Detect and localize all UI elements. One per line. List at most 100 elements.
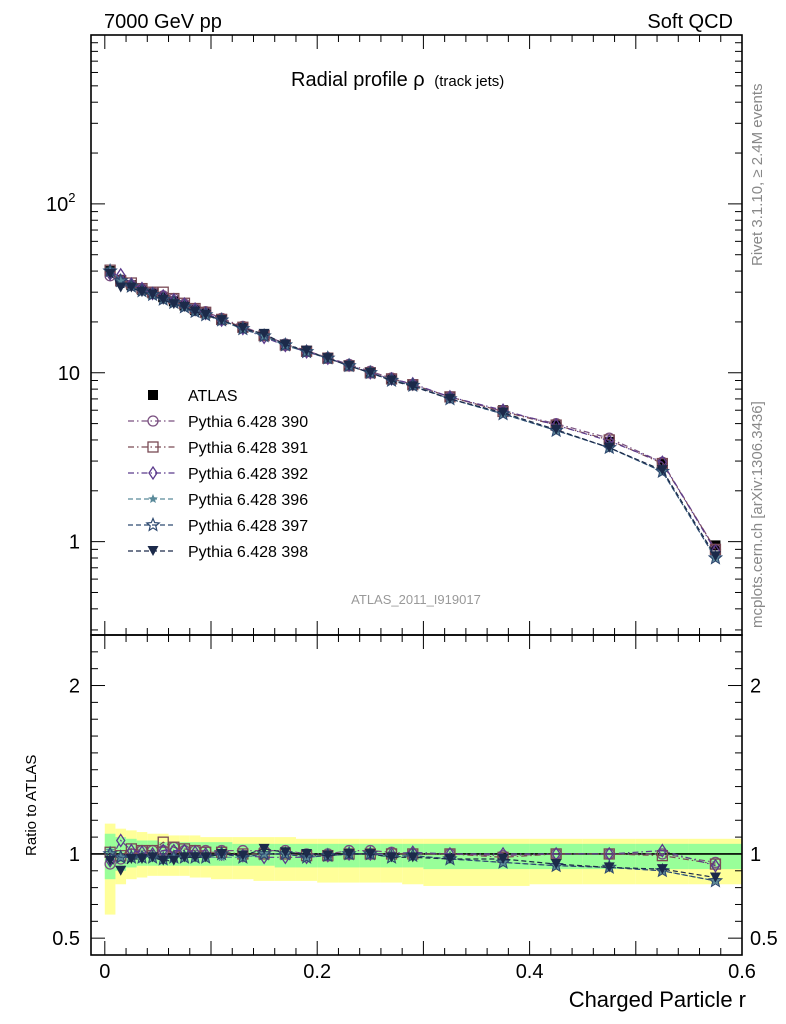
main-title-suffix: (track jets) (434, 73, 504, 90)
ratio-data-point (657, 843, 668, 858)
ratio-data-point (298, 849, 315, 864)
main-data-point (301, 345, 313, 356)
ratio-data-point (497, 854, 509, 864)
main-data-point (709, 551, 721, 562)
legend-marker (148, 465, 158, 481)
main-data-point (200, 309, 212, 320)
header-left-label: 7000 GeV pp (104, 11, 222, 33)
ratio-data-point (147, 852, 159, 863)
main-data-point (104, 268, 116, 279)
legend-item: Pythia 6.428 390 (128, 414, 308, 431)
ratio-data-point (709, 872, 721, 883)
ratio-data-point (115, 833, 126, 848)
legend-label: Pythia 6.428 392 (188, 466, 308, 483)
main-data-point (407, 381, 419, 392)
x-tick-label: 0.6 (728, 961, 756, 983)
main-data-point (125, 282, 137, 293)
main-data-point (256, 327, 272, 343)
ratio-y-tick-label: 1 (69, 844, 80, 866)
main-data-point (216, 315, 228, 326)
ratio-y-tick-label-right: 0.5 (750, 928, 778, 950)
mcplots-side-label: mcplots.cern.ch [arXiv:1306.3436] (749, 401, 766, 628)
ratio-data-point (710, 858, 721, 873)
band-segment (136, 840, 148, 866)
legend-marker (147, 546, 159, 556)
legend-item: Pythia 6.428 398 (128, 544, 308, 561)
ratio-data-point (125, 854, 137, 864)
ratio-data-point (550, 859, 562, 870)
legend-marker (147, 441, 159, 453)
ratio-data-point (279, 847, 291, 858)
main-title: Radial profile ρ (track jets) (291, 69, 504, 91)
ratio-data-point (343, 848, 355, 859)
ratio-data-point (386, 852, 398, 863)
main-series-5 (102, 263, 724, 565)
main-data-point (168, 299, 180, 310)
analysis-label: ATLAS_2011_I919017 (351, 592, 481, 607)
legend-label: Pythia 6.428 390 (188, 414, 308, 431)
x-tick-label: 0 (99, 961, 110, 983)
y-tick-label: 1 (69, 532, 80, 554)
ratio-data-point (301, 848, 313, 859)
ratio-series-line (109, 839, 716, 867)
header-right-label: Soft QCD (647, 11, 733, 33)
main-data-point (258, 328, 270, 339)
ratio-data-point (444, 854, 456, 864)
x-tick-label: 0.4 (516, 961, 544, 983)
ratio-data-point (115, 865, 127, 876)
main-data-point (444, 393, 456, 404)
main-data-point (657, 458, 668, 469)
ratio-data-point (216, 848, 228, 859)
main-data-point (322, 353, 334, 364)
legend-marker (148, 494, 158, 503)
main-data-point (343, 360, 355, 371)
legend-item: Pythia 6.428 391 (128, 440, 308, 457)
ratio-data-point (407, 852, 419, 863)
legend-label: Pythia 6.428 397 (188, 518, 308, 535)
ratio-series-2 (105, 833, 721, 873)
ratio-data-point (364, 848, 376, 859)
ratio-y-tick-label: 2 (69, 676, 80, 698)
ratio-y-axis-label: Ratio to ATLAS (23, 755, 40, 856)
ratio-data-point (200, 852, 212, 863)
x-tick-label: 0.2 (303, 961, 331, 983)
main-data-point (178, 302, 190, 313)
main-data-point (157, 294, 169, 305)
main-data-point (115, 282, 127, 293)
ratio-data-point (256, 845, 272, 861)
legend-marker (148, 390, 158, 400)
legend-label: Pythia 6.428 396 (188, 492, 308, 509)
legend-item: ATLAS (148, 388, 238, 405)
ratio-data-point (495, 854, 511, 869)
legend-label: Pythia 6.428 398 (188, 544, 308, 561)
legend-marker (147, 415, 159, 427)
ratio-frame (90, 634, 743, 956)
ratio-data-point (189, 852, 201, 863)
ratio-data-point (258, 843, 270, 854)
ratio-data-point (237, 850, 249, 861)
y-tick-label: 102 (46, 190, 75, 216)
main-data-point (550, 424, 562, 435)
ratio-y-tick-label-right: 2 (750, 676, 761, 698)
ratio-data-point (707, 872, 724, 888)
legend-label: Pythia 6.428 391 (188, 440, 308, 457)
legend-item: Pythia 6.428 392 (128, 465, 308, 483)
main-data-point (237, 323, 249, 334)
ratio-plot-panel: 0 0.2 0.4 0.6 0.5 0.5 1 1 2 2 (52, 634, 778, 983)
x-axis-label: Charged Particle r (569, 987, 746, 1012)
main-title-text: Radial profile ρ (291, 69, 425, 91)
ratio-series-5 (104, 843, 721, 883)
main-plot-panel: 1 10 102 (46, 34, 743, 636)
y-tick-label: 10 (58, 363, 80, 385)
legend-marker (145, 516, 161, 532)
ratio-data-point (104, 855, 116, 866)
main-data-point (147, 289, 159, 300)
ratio-series-line (109, 848, 716, 879)
ratio-data-point (656, 864, 668, 875)
ratio-y-tick-label-right: 1 (750, 844, 761, 866)
main-data-point (386, 375, 398, 386)
main-data-point (656, 465, 668, 476)
ratio-data-point (178, 852, 190, 863)
main-data-point (603, 442, 615, 453)
